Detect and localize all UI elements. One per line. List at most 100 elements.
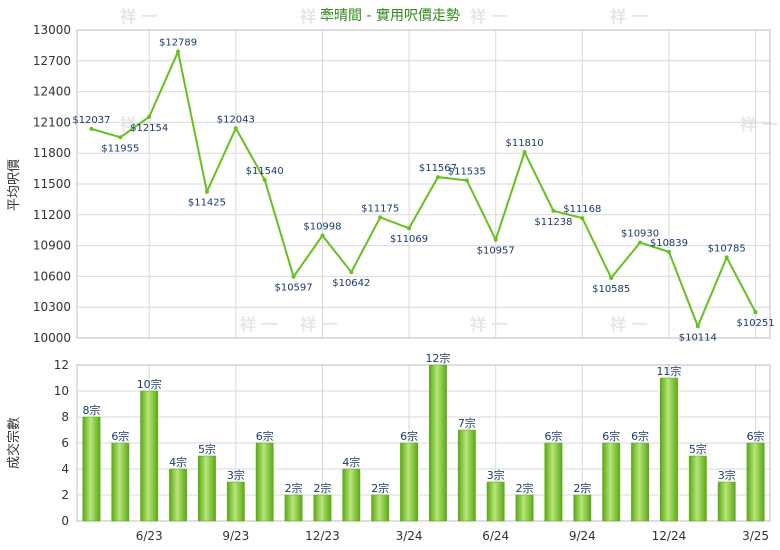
volume-data-label: 5宗 bbox=[689, 442, 707, 456]
volume-data-label: 10宗 bbox=[137, 377, 162, 391]
price-point bbox=[233, 126, 238, 131]
price-point bbox=[580, 216, 585, 221]
x-tick-label: 6/24 bbox=[482, 529, 509, 543]
volume-bar bbox=[573, 494, 592, 522]
volume-bar bbox=[371, 494, 390, 522]
price-point bbox=[753, 310, 758, 315]
volume-bar bbox=[746, 442, 765, 522]
volume-plot-frame bbox=[76, 364, 771, 522]
price-point bbox=[176, 49, 181, 54]
volume-bar bbox=[400, 442, 418, 522]
watermark-text: 祥 一 bbox=[300, 315, 338, 334]
watermark-text: 祥 一 bbox=[470, 7, 508, 26]
chart-title: 牽晴間 - 實用呎價走勢 bbox=[320, 7, 460, 24]
volume-bar bbox=[169, 468, 187, 522]
volume-data-label: 4宗 bbox=[342, 455, 360, 469]
price-y-tick-label: 10000 bbox=[33, 331, 71, 345]
x-tick-label: 3/25 bbox=[742, 529, 769, 543]
x-tick-label: 9/23 bbox=[222, 529, 249, 543]
price-data-label: $11810 bbox=[505, 138, 543, 149]
volume-y-tick-label: 2 bbox=[61, 488, 69, 502]
volume-bar bbox=[429, 364, 447, 522]
price-point bbox=[349, 270, 354, 275]
volume-bar bbox=[284, 494, 303, 522]
volume-y-tick-label: 4 bbox=[61, 462, 69, 476]
volume-bar bbox=[660, 377, 678, 522]
price-data-label: $11567 bbox=[419, 163, 457, 174]
price-point bbox=[666, 249, 671, 254]
price-data-label: $12043 bbox=[217, 114, 255, 125]
volume-bar bbox=[717, 481, 736, 522]
price-data-label: $11425 bbox=[188, 198, 226, 209]
price-point bbox=[522, 150, 527, 155]
volume-y-axis-label: 成交宗數 bbox=[6, 417, 22, 469]
price-point bbox=[89, 126, 94, 131]
volume-data-label: 8宗 bbox=[82, 403, 100, 417]
volume-bar bbox=[602, 442, 621, 522]
volume-data-label: 6宗 bbox=[400, 429, 418, 443]
price-point bbox=[147, 114, 152, 119]
watermark-text: 祥 一 bbox=[740, 115, 778, 134]
volume-data-label: 6宗 bbox=[602, 429, 620, 443]
volume-data-label: 4宗 bbox=[169, 455, 187, 469]
price-data-label: $11069 bbox=[390, 234, 428, 245]
price-data-label: $10998 bbox=[303, 222, 341, 233]
watermark-text: 祥 一 bbox=[120, 7, 158, 26]
volume-data-label: 2宗 bbox=[285, 481, 303, 495]
price-point bbox=[464, 178, 469, 183]
price-data-label: $11955 bbox=[101, 143, 139, 154]
price-y-tick-label: 10600 bbox=[33, 269, 71, 283]
price-point bbox=[609, 275, 614, 280]
price-point bbox=[291, 274, 296, 279]
watermark-text: 祥 一 bbox=[470, 315, 508, 334]
volume-data-label: 6宗 bbox=[256, 429, 274, 443]
price-point bbox=[262, 177, 267, 182]
price-data-label: $11540 bbox=[246, 166, 284, 177]
volume-data-label: 6宗 bbox=[747, 429, 765, 443]
price-y-tick-label: 13000 bbox=[33, 23, 71, 37]
volume-bar bbox=[631, 442, 649, 522]
price-data-label: $12037 bbox=[72, 115, 110, 126]
volume-bar bbox=[313, 494, 332, 522]
watermark-text: 祥 一 bbox=[610, 315, 648, 334]
price-point bbox=[407, 226, 412, 231]
volume-data-label: 2宗 bbox=[516, 481, 534, 495]
volume-data-label: 5宗 bbox=[198, 442, 216, 456]
price-data-label: $10642 bbox=[332, 278, 370, 289]
volume-bar bbox=[226, 481, 245, 522]
price-data-label: $12789 bbox=[159, 38, 197, 49]
volume-data-label: 2宗 bbox=[371, 481, 389, 495]
price-plot-frame bbox=[76, 29, 771, 339]
price-y-tick-label: 11200 bbox=[33, 208, 71, 222]
volume-bar bbox=[486, 481, 505, 522]
price-y-tick-label: 11800 bbox=[33, 146, 71, 160]
volume-data-label: 11宗 bbox=[656, 364, 681, 378]
volume-bar bbox=[140, 390, 159, 522]
volume-data-label: 6宗 bbox=[544, 429, 562, 443]
x-tick-label: 12/23 bbox=[305, 529, 340, 543]
volume-bar bbox=[111, 442, 130, 522]
price-data-label: $11238 bbox=[534, 217, 572, 228]
price-y-axis-label: 平均呎價 bbox=[7, 159, 22, 211]
price-y-tick-label: 11500 bbox=[33, 177, 71, 191]
price-data-label: $10585 bbox=[592, 284, 630, 295]
volume-data-label: 6宗 bbox=[111, 429, 129, 443]
price-y-tick-label: 12100 bbox=[33, 115, 71, 129]
volume-bar bbox=[544, 442, 563, 522]
price-point bbox=[724, 255, 729, 260]
watermark-text: 祥 一 bbox=[240, 315, 278, 334]
volume-y-tick-label: 12 bbox=[54, 358, 69, 372]
volume-data-label: 3宗 bbox=[718, 468, 736, 482]
price-point bbox=[551, 208, 556, 213]
price-y-tick-label: 12700 bbox=[33, 54, 71, 68]
price-data-label: $11168 bbox=[563, 204, 601, 215]
price-y-tick-label: 10900 bbox=[33, 239, 71, 253]
volume-bar bbox=[342, 468, 361, 522]
x-tick-label: 6/23 bbox=[136, 529, 163, 543]
volume-bar bbox=[688, 455, 707, 522]
volume-bar bbox=[515, 494, 534, 522]
volume-y-tick-label: 0 bbox=[61, 514, 69, 528]
price-data-label: $11175 bbox=[361, 203, 399, 214]
